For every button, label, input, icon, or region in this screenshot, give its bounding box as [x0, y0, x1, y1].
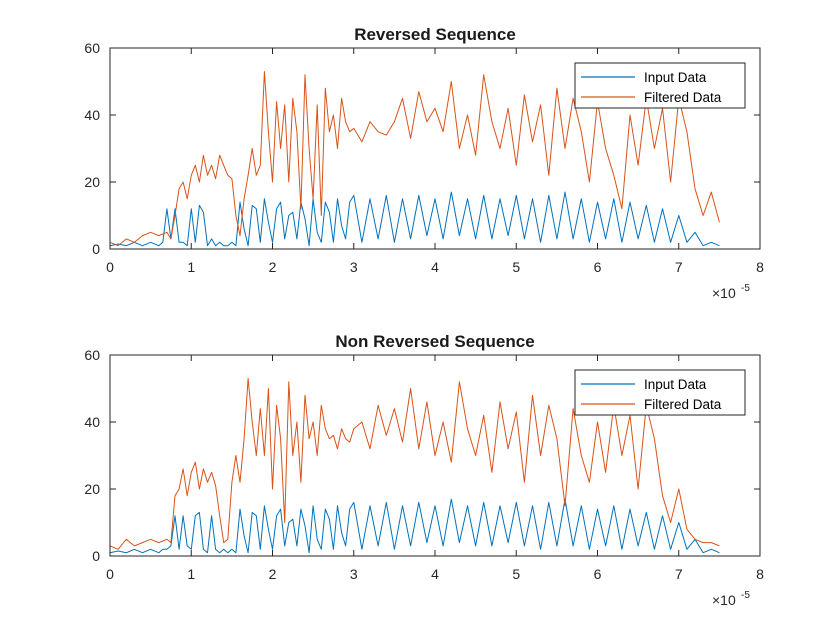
series-line-filtered-data — [109, 378, 720, 550]
y-tick-label: 40 — [84, 414, 100, 430]
x-tick-label: 5 — [512, 259, 520, 275]
x-tick-label: 2 — [269, 259, 277, 275]
x-tick-label: 6 — [594, 566, 602, 582]
legend-box — [574, 62, 746, 109]
x-multiplier-base: ×10 — [712, 285, 736, 301]
subplot-reversed: Reversed Sequence 0 1 2 3 4 5 6 7 8 0 20 40 60 ×10 … — [84, 25, 764, 301]
x-tick-label: 2 — [269, 566, 277, 582]
y-ticks: 0 20 40 60 — [84, 347, 760, 564]
legend-label-input: Input Data — [644, 377, 707, 392]
series-layer — [109, 71, 720, 247]
x-tick-label: 3 — [350, 259, 358, 275]
x-ticks: 0 1 2 3 4 5 6 7 8 — [106, 48, 764, 275]
x-multiplier-base: ×10 — [712, 592, 736, 608]
legend-label-filtered: Filtered Data — [644, 397, 722, 412]
x-tick-label: 1 — [187, 566, 195, 582]
x-tick-label: 0 — [106, 566, 114, 582]
legend: Input Data Filtered Data — [574, 62, 746, 109]
series-line-input-data — [109, 191, 720, 247]
x-tick-label: 0 — [106, 259, 114, 275]
legend-box — [574, 369, 746, 416]
x-tick-label: 4 — [431, 259, 439, 275]
y-tick-label: 0 — [92, 241, 100, 257]
x-tick-label: 7 — [675, 566, 683, 582]
x-tick-label: 8 — [756, 259, 764, 275]
x-tick-label: 6 — [594, 259, 602, 275]
x-multiplier: ×10 -5 — [712, 590, 750, 608]
legend: Input Data Filtered Data — [574, 369, 746, 416]
y-tick-label: 20 — [84, 481, 100, 497]
legend-label-input: Input Data — [644, 70, 707, 85]
y-tick-label: 0 — [92, 548, 100, 564]
x-tick-label: 8 — [756, 566, 764, 582]
subplot-title: Non Reversed Sequence — [335, 332, 534, 351]
y-tick-label: 60 — [84, 347, 100, 363]
series-line-filtered-data — [109, 71, 720, 247]
x-multiplier-exponent: -5 — [741, 590, 750, 601]
x-tick-label: 1 — [187, 259, 195, 275]
x-tick-label: 7 — [675, 259, 683, 275]
series-layer — [109, 378, 720, 554]
x-multiplier: ×10 -5 — [712, 283, 750, 301]
subplot-title: Reversed Sequence — [354, 25, 516, 44]
x-multiplier-exponent: -5 — [741, 283, 750, 294]
y-tick-label: 60 — [84, 40, 100, 56]
x-ticks: 0 1 2 3 4 5 6 7 8 — [106, 355, 764, 582]
legend-label-filtered: Filtered Data — [644, 90, 722, 105]
series-line-input-data — [109, 498, 720, 554]
x-tick-label: 4 — [431, 566, 439, 582]
y-tick-label: 20 — [84, 174, 100, 190]
x-tick-label: 3 — [350, 566, 358, 582]
y-ticks: 0 20 40 60 — [84, 40, 760, 257]
y-tick-label: 40 — [84, 107, 100, 123]
x-tick-label: 5 — [512, 566, 520, 582]
